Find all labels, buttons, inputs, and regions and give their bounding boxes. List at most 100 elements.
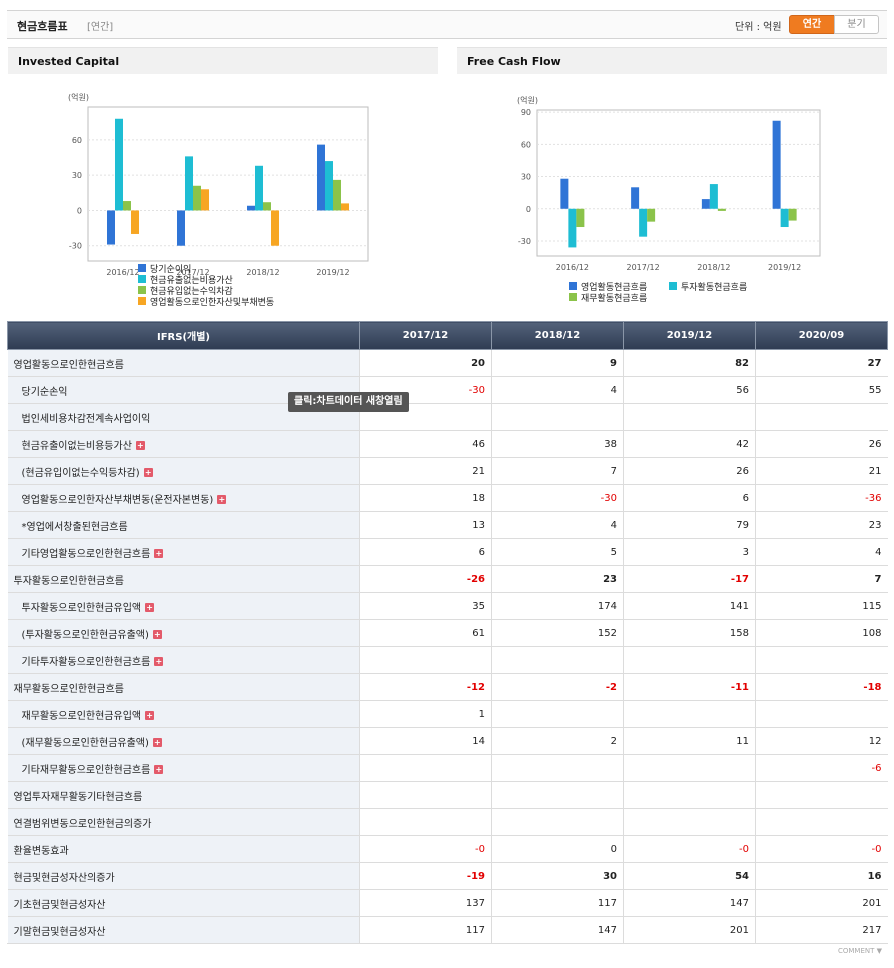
y-tick-label: -30 xyxy=(518,237,531,246)
table-row: 영업활동으로인한현금흐름 20 9 82 27 xyxy=(7,349,888,377)
cell-value: 147 xyxy=(623,889,756,917)
y-tick-label: 0 xyxy=(77,206,82,215)
y-tick-label: -30 xyxy=(69,242,82,251)
annual-toggle-button[interactable]: 연간 xyxy=(789,15,835,34)
bar[interactable] xyxy=(647,208,656,222)
cell-value xyxy=(491,754,624,782)
bar[interactable] xyxy=(177,210,185,246)
cell-value: 152 xyxy=(491,619,624,647)
legend-label: 당기순이익 xyxy=(150,263,191,275)
header-period: 2020/09 xyxy=(755,321,888,350)
cell-value xyxy=(491,808,624,836)
bar[interactable] xyxy=(780,208,789,228)
row-label-text: 환율변동효과 xyxy=(13,845,69,857)
y-axis-unit-label: (억원) xyxy=(68,92,89,102)
row-label[interactable]: (재무활동으로인한현금유출액) + xyxy=(7,727,360,755)
cell-value: 14 xyxy=(359,727,492,755)
bar[interactable] xyxy=(576,208,585,228)
legend-swatch xyxy=(138,275,146,283)
row-label[interactable]: 기타투자활동으로인한현금흐름 + xyxy=(7,646,360,674)
bar[interactable] xyxy=(123,201,131,211)
legend-swatch xyxy=(138,264,146,272)
row-label[interactable]: 재무활동으로인한현금유입액 + xyxy=(7,700,360,728)
row-label[interactable]: (현금유입이없는수익등차감) + xyxy=(7,457,360,485)
expand-plus-icon[interactable]: + xyxy=(145,711,155,720)
bar[interactable] xyxy=(568,208,577,248)
free-cash-flow-chart[interactable]: (억원) 90 60 30 0 -30 2016/12 2017/12 2018/12 2019/… xyxy=(457,74,887,315)
table-row: 기타영업활동으로인한현금흐름 +6 5 3 4 xyxy=(7,538,888,566)
bar[interactable] xyxy=(115,118,123,211)
row-label[interactable]: 현금유출이없는비용등가산 + xyxy=(7,430,360,458)
bar[interactable] xyxy=(247,205,255,211)
cell-value: 4 xyxy=(755,538,888,566)
cell-value: -0 xyxy=(359,835,492,863)
bar[interactable] xyxy=(201,189,209,211)
row-label-text: 기말현금및현금성자산 xyxy=(13,926,106,938)
bar[interactable] xyxy=(255,165,263,211)
cash-flow-table-wrap: IFRS(개별) 2017/12 2018/12 2019/12 2020/09 영업활… xyxy=(7,321,888,944)
row-label: 연결범위변동으로인한현금의증가 xyxy=(7,808,360,836)
y-tick-label: 0 xyxy=(526,205,531,214)
cell-value xyxy=(623,754,756,782)
bar[interactable] xyxy=(560,178,569,209)
row-label[interactable]: 영업활동으로인한자산부채변동(운전자본변동) + xyxy=(7,484,360,512)
cell-value: -0 xyxy=(623,835,756,863)
expand-plus-icon[interactable]: + xyxy=(154,549,164,558)
cell-value: 21 xyxy=(359,457,492,485)
cell-value: 6 xyxy=(623,484,756,512)
bar[interactable] xyxy=(701,199,710,209)
bar[interactable] xyxy=(185,156,193,211)
row-label: 현금및현금성자산의증가 xyxy=(7,862,360,890)
bar[interactable] xyxy=(317,144,325,211)
row-label-text: 영업활동으로인한현금흐름 xyxy=(13,359,124,371)
bar[interactable] xyxy=(631,187,640,209)
table-bottom-divider xyxy=(7,943,887,944)
expand-plus-icon[interactable]: + xyxy=(152,630,162,639)
bar[interactable] xyxy=(341,203,349,211)
table-row: 기말현금및현금성자산 117 147 201 217 xyxy=(7,916,888,944)
expand-plus-icon[interactable]: + xyxy=(143,468,153,477)
table-row: 기타투자활동으로인한현금흐름 + xyxy=(7,646,888,674)
bar[interactable] xyxy=(107,210,115,245)
invested-capital-chart[interactable]: (억원) 60 30 0 -30 2016/12 2017/12 2018/12 2019/12… xyxy=(8,74,438,315)
bar[interactable] xyxy=(263,202,271,211)
expand-plus-icon[interactable]: + xyxy=(154,657,164,666)
cell-value xyxy=(359,646,492,674)
quarter-toggle-button[interactable]: 분기 xyxy=(834,15,879,34)
x-tick-label: 2016/12 xyxy=(556,263,589,272)
row-label[interactable]: 기타재무활동으로인한현금흐름 + xyxy=(7,754,360,782)
bar[interactable] xyxy=(639,208,648,237)
row-label-text: 재무활동으로인한현금흐름 xyxy=(13,683,124,695)
cell-value: 4 xyxy=(491,511,624,539)
bar[interactable] xyxy=(333,179,341,211)
bar[interactable] xyxy=(772,120,781,209)
cell-value: 6 xyxy=(359,538,492,566)
expand-plus-icon[interactable]: + xyxy=(135,441,145,450)
row-label-text: *영업에서창출된현금흐름 xyxy=(21,521,128,533)
expand-plus-icon[interactable]: + xyxy=(217,495,227,504)
cell-value: 117 xyxy=(491,889,624,917)
bar[interactable] xyxy=(271,210,279,246)
row-label[interactable]: 기타영업활동으로인한현금흐름 + xyxy=(7,538,360,566)
expand-plus-icon[interactable]: + xyxy=(154,765,164,774)
cell-value: 1 xyxy=(359,700,492,728)
row-label[interactable]: 투자활동으로인한현금유입액 + xyxy=(7,592,360,620)
table-row: 당기순손익 -30 4 56 55 xyxy=(7,376,888,404)
table-row: 환율변동효과 -0 0 -0 -0 xyxy=(7,835,888,863)
bar[interactable] xyxy=(709,184,718,209)
bar[interactable] xyxy=(717,208,726,211)
table-row: (현금유입이없는수익등차감) +21 7 26 21 xyxy=(7,457,888,485)
bar[interactable] xyxy=(131,210,139,234)
bar[interactable] xyxy=(788,208,797,221)
expand-plus-icon[interactable]: + xyxy=(145,603,155,612)
expand-plus-icon[interactable]: + xyxy=(152,738,162,747)
cell-value: 35 xyxy=(359,592,492,620)
bar[interactable] xyxy=(325,161,333,211)
table-header-row: IFRS(개별) 2017/12 2018/12 2019/12 2020/09 xyxy=(7,321,888,350)
cell-value xyxy=(755,808,888,836)
row-label-text: 투자활동으로인한현금유입액 xyxy=(21,602,142,614)
bar[interactable] xyxy=(193,185,201,211)
comment-toggle[interactable]: COMMENT ▼ xyxy=(838,947,883,955)
table-row: 기타재무활동으로인한현금흐름 + -6 xyxy=(7,754,888,782)
row-label[interactable]: (투자활동으로인한현금유출액) + xyxy=(7,619,360,647)
